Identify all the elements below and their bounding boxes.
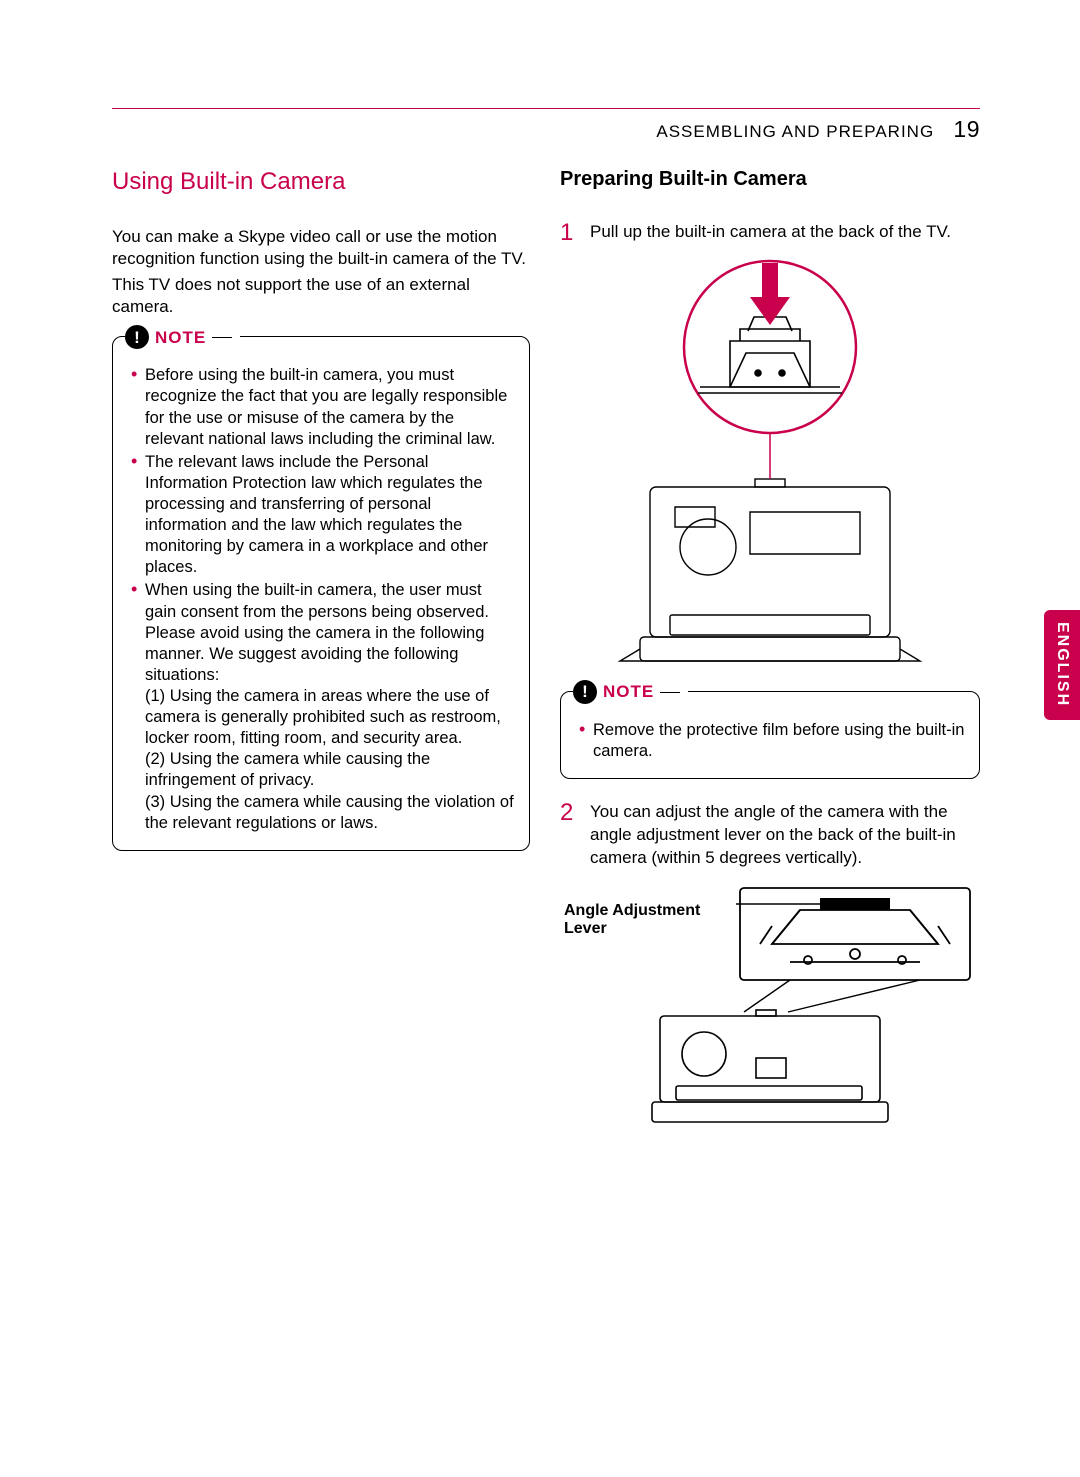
left-intro-2: This TV does not support the use of an e… [112,274,530,318]
info-icon: ! [125,325,149,349]
left-title: Using Built-in Camera [112,168,530,196]
page-number: 19 [953,116,980,142]
right-note-list: Remove the protective film before using … [575,720,965,762]
angle-label-positioned: Angle Adjustment Lever [564,902,734,938]
figure-camera-pullup [560,257,980,677]
note-subitem: (3) Using the camera while causing the v… [145,792,515,834]
right-note-box: ! NOTE Remove the protective film before… [560,691,980,779]
note-item: Remove the protective film before using … [579,720,965,762]
note-subitem: (2) Using the camera while causing the i… [145,749,515,791]
left-intro-1: You can make a Skype video call or use t… [112,226,530,270]
left-note-box: ! NOTE Before using the built-in camera,… [112,336,530,850]
step-number: 1 [560,221,576,245]
step-2: 2 You can adjust the angle of the camera… [560,801,980,870]
legend-line [212,337,232,338]
note-label: NOTE [603,681,654,703]
step-text: You can adjust the angle of the camera w… [590,801,980,870]
right-title: Preparing Built-in Camera [560,168,980,191]
left-column: Using Built-in Camera You can make a Sky… [112,168,530,1182]
note-legend: ! NOTE [573,680,688,704]
note-item: When using the built-in camera, the user… [131,580,515,833]
page-header: ASSEMBLING AND PREPARING 19 [656,116,980,143]
section-name: ASSEMBLING AND PREPARING [656,122,934,141]
note-item-text: When using the built-in camera, the user… [145,581,489,683]
note-item: Before using the built-in camera, you mu… [131,365,515,449]
right-column: Preparing Built-in Camera 1 Pull up the … [560,168,980,1182]
header-rule [112,108,980,109]
note-item: The relevant laws include the Personal I… [131,452,515,579]
language-tab: ENGLISH [1044,610,1080,720]
step-text: Pull up the built-in camera at the back … [590,221,951,245]
note-legend: ! NOTE [125,325,240,349]
legend-line [660,692,680,693]
note-subitem: (1) Using the camera in areas where the … [145,686,515,749]
step-number: 2 [560,801,576,870]
note-label: NOTE [155,327,206,349]
left-note-list: Before using the built-in camera, you mu… [127,365,515,833]
angle-adjustment-label: Angle Adjustment Lever [564,902,700,937]
step-1: 1 Pull up the built-in camera at the bac… [560,221,980,245]
info-icon: ! [573,680,597,704]
